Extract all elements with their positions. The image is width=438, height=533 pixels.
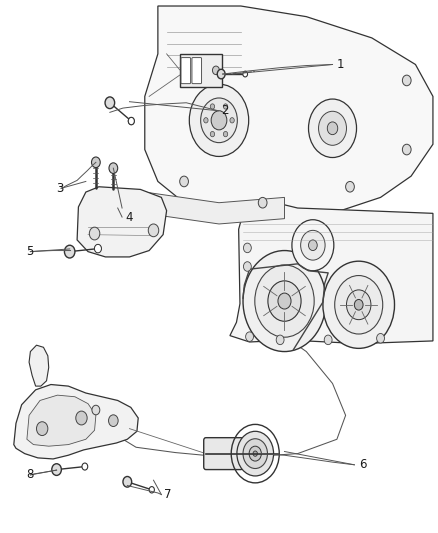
Circle shape (230, 118, 234, 123)
Circle shape (335, 276, 383, 334)
Circle shape (243, 71, 247, 77)
Circle shape (258, 197, 267, 208)
Circle shape (276, 335, 284, 345)
Circle shape (268, 281, 301, 321)
Circle shape (149, 487, 154, 493)
Circle shape (403, 75, 411, 86)
Circle shape (300, 230, 325, 260)
Circle shape (223, 104, 228, 109)
Circle shape (253, 451, 258, 456)
Circle shape (212, 66, 219, 75)
Circle shape (249, 446, 261, 461)
FancyBboxPatch shape (204, 438, 243, 470)
Circle shape (346, 181, 354, 192)
Circle shape (109, 415, 118, 426)
Polygon shape (27, 395, 96, 446)
Circle shape (217, 69, 225, 79)
Circle shape (327, 122, 338, 135)
Circle shape (92, 157, 100, 167)
Text: 5: 5 (26, 245, 33, 258)
FancyBboxPatch shape (180, 54, 223, 87)
Circle shape (204, 118, 208, 123)
Circle shape (82, 463, 88, 470)
Circle shape (201, 98, 237, 143)
Text: 6: 6 (359, 458, 366, 471)
Circle shape (244, 243, 251, 253)
Polygon shape (145, 192, 285, 224)
Circle shape (318, 111, 346, 146)
Circle shape (95, 245, 101, 253)
Circle shape (308, 240, 317, 251)
Circle shape (64, 245, 75, 258)
Circle shape (308, 99, 357, 158)
Circle shape (255, 265, 314, 337)
Circle shape (403, 144, 411, 155)
Circle shape (377, 334, 385, 343)
Text: 2: 2 (221, 104, 229, 117)
Circle shape (109, 163, 118, 173)
Circle shape (123, 477, 132, 487)
Circle shape (246, 332, 254, 342)
Circle shape (183, 66, 190, 75)
Circle shape (105, 97, 115, 109)
Circle shape (354, 300, 363, 310)
Circle shape (52, 464, 61, 475)
Text: 4: 4 (125, 211, 133, 223)
Polygon shape (77, 187, 166, 257)
Circle shape (292, 220, 334, 271)
Circle shape (76, 411, 87, 425)
Circle shape (95, 244, 102, 253)
Polygon shape (14, 384, 138, 459)
Circle shape (189, 84, 249, 157)
Circle shape (92, 405, 100, 415)
Circle shape (128, 117, 134, 125)
Circle shape (278, 293, 291, 309)
Text: 7: 7 (164, 488, 172, 501)
Circle shape (323, 261, 395, 349)
Text: 8: 8 (26, 469, 33, 481)
Circle shape (211, 111, 227, 130)
Circle shape (128, 118, 134, 125)
Text: 1: 1 (337, 58, 344, 71)
Polygon shape (145, 6, 433, 219)
Circle shape (210, 132, 215, 137)
Circle shape (244, 262, 251, 271)
Text: 3: 3 (57, 182, 64, 195)
Circle shape (89, 227, 100, 240)
Circle shape (324, 335, 332, 345)
Circle shape (243, 439, 268, 469)
Circle shape (180, 176, 188, 187)
FancyBboxPatch shape (181, 58, 191, 84)
Polygon shape (230, 203, 433, 344)
Circle shape (36, 422, 48, 435)
Circle shape (346, 290, 371, 320)
Circle shape (148, 224, 159, 237)
Circle shape (243, 251, 326, 352)
FancyBboxPatch shape (192, 58, 201, 84)
Circle shape (210, 104, 215, 109)
Circle shape (223, 132, 228, 137)
Polygon shape (29, 345, 49, 386)
Circle shape (237, 431, 274, 476)
